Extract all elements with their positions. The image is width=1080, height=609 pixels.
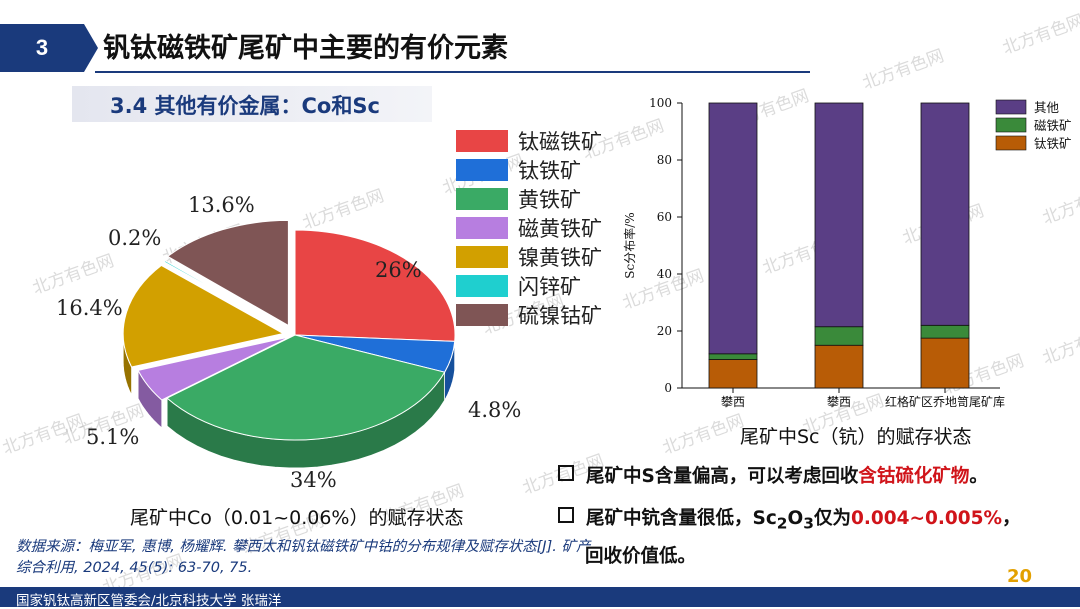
bar-legend-label: 磁铁矿 — [1034, 118, 1072, 133]
pie-legend-item: 硫镍钴矿 — [456, 300, 602, 329]
bar-chart-caption: 尾矿中Sc（钪）的赋存状态 — [740, 422, 972, 449]
pie-value-label: 16.4% — [56, 296, 123, 320]
pie-legend: 钛磁铁矿钛铁矿黄铁矿磁黄铁矿镍黄铁矿闪锌矿硫镍钴矿 — [456, 126, 602, 329]
y-tick-label: 0 — [664, 381, 672, 395]
bullet-box-icon — [558, 507, 574, 523]
bar-segment — [921, 103, 969, 325]
section-subtitle: 3.4 其他有价金属：Co和Sc — [110, 90, 380, 120]
x-tick-label: 攀西 — [721, 395, 745, 409]
y-axis-label: Sc分布率/% — [622, 212, 637, 278]
legend-label: 硫镍钴矿 — [518, 300, 602, 330]
legend-swatch — [456, 159, 508, 181]
bullet-box-icon — [558, 465, 574, 481]
page-title: 钒钛磁铁矿尾矿中主要的有价元素 — [103, 26, 508, 65]
bullet-sc-content: 尾矿中钪含量很低，Sc2O3仅为0.004~0.005%， — [558, 504, 1021, 533]
legend-swatch — [456, 304, 508, 326]
y-tick-label: 80 — [657, 153, 672, 167]
pie-slice-1 — [295, 230, 455, 341]
sc-bar-chart: 0 20 40 60 80 100 Sc分布率/% 攀西 攀西 红格矿区乔地笥尾矿库 其他磁铁矿钛铁… — [600, 88, 1080, 423]
bar-legend-label: 其他 — [1034, 100, 1060, 115]
header-divider — [95, 71, 810, 73]
footer-bar: 国家钒钛高新区管委会/北京科技大学 张瑞洋 — [0, 587, 1080, 607]
pie-legend-item: 黄铁矿 — [456, 184, 602, 213]
watermark-text: 北方有色网 — [998, 6, 1080, 59]
pie-legend-item: 钛磁铁矿 — [456, 126, 602, 155]
pie-value-label: 0.2% — [108, 226, 161, 250]
legend-label: 钛磁铁矿 — [518, 126, 602, 156]
pie-legend-item: 闪锌矿 — [456, 271, 602, 300]
bar-segment — [921, 325, 969, 338]
legend-label: 闪锌矿 — [518, 271, 581, 301]
x-tick-label: 红格矿区乔地笥尾矿库 — [885, 394, 1005, 409]
pie-chart-caption: 尾矿中Co（0.01~0.06%）的赋存状态 — [130, 503, 463, 530]
legend-label: 钛铁矿 — [518, 155, 581, 185]
y-tick-label: 40 — [657, 267, 672, 281]
legend-swatch — [456, 188, 508, 210]
bar-segment — [921, 338, 969, 388]
pie-value-label: 26% — [375, 258, 422, 282]
pie-legend-item: 镍黄铁矿 — [456, 242, 602, 271]
legend-swatch — [456, 246, 508, 268]
legend-swatch — [456, 275, 508, 297]
bar-segment — [709, 360, 757, 389]
highlight-sulfide: 含钴硫化矿物 — [858, 466, 969, 487]
legend-label: 磁黄铁矿 — [518, 213, 602, 243]
page-number: 20 — [1007, 566, 1032, 587]
x-tick-label: 攀西 — [827, 395, 851, 409]
legend-label: 镍黄铁矿 — [518, 242, 602, 272]
section-number-badge: 3 — [0, 24, 84, 72]
legend-label: 黄铁矿 — [518, 184, 581, 214]
bullet-co-recovery: 尾矿中S含量偏高，可以考虑回收含钴硫化矿物。 — [558, 462, 988, 488]
bar-legend-label: 钛铁矿 — [1034, 136, 1072, 151]
pie-legend-item: 磁黄铁矿 — [456, 213, 602, 242]
pie-value-label: 13.6% — [188, 193, 255, 217]
bar-segment — [815, 327, 863, 346]
bar-legend-swatch — [996, 136, 1026, 150]
bar-legend-swatch — [996, 118, 1026, 132]
y-tick-label: 60 — [657, 210, 672, 224]
bar-segment — [709, 354, 757, 360]
bullet-sc-content-line2: 回收价值低。 — [585, 542, 696, 568]
bar-segment — [709, 103, 757, 354]
bar-segment — [815, 103, 863, 327]
legend-swatch — [456, 130, 508, 152]
legend-swatch — [456, 217, 508, 239]
pie-value-label: 5.1% — [86, 425, 139, 449]
pie-value-label: 4.8% — [468, 398, 521, 422]
source-note: 数据来源：梅亚军, 惠博, 杨耀辉. 攀西太和钒钛磁铁矿中钴的分布规律及赋存状态… — [16, 537, 596, 579]
pie-value-label: 34% — [290, 468, 337, 492]
y-tick-label: 20 — [657, 324, 672, 338]
footer-text: 国家钒钛高新区管委会/北京科技大学 张瑞洋 — [16, 589, 281, 609]
y-tick-label: 100 — [649, 96, 672, 110]
highlight-sc-range: 0.004~0.005% — [851, 508, 1002, 529]
bar-segment — [815, 345, 863, 388]
watermark-text: 北方有色网 — [858, 41, 946, 94]
bar-legend-swatch — [996, 100, 1026, 114]
pie-legend-item: 钛铁矿 — [456, 155, 602, 184]
